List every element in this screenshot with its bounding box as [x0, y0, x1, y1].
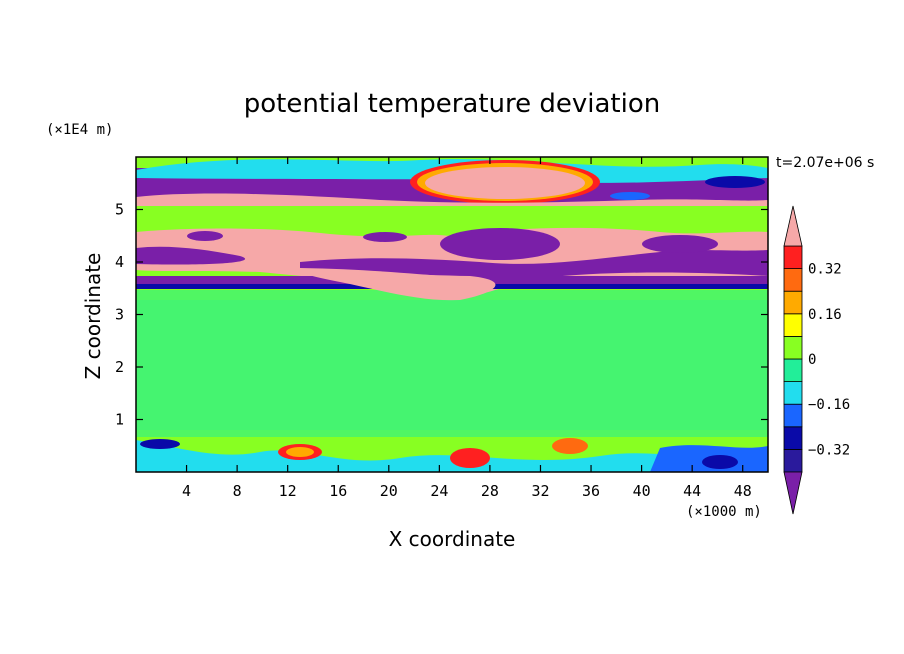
field-upper-purple1	[136, 246, 246, 265]
y-tick-label: 3	[115, 306, 124, 324]
colorbar-tick-label: 0.32	[808, 262, 842, 278]
colorbar-swatch	[783, 358, 803, 383]
y-axis-ticks: 1 2 3 4 5	[115, 201, 768, 429]
x-tick-label: 32	[531, 482, 549, 500]
y-axis-label: Z coordinate	[81, 253, 105, 380]
field-bottom-navy	[140, 439, 180, 449]
field-bottom-red3	[552, 438, 588, 454]
colorbar-swatch	[783, 335, 803, 360]
x-tick-label: 48	[734, 482, 752, 500]
colorbar-tick-label: −0.16	[808, 397, 850, 413]
x-tick-label: 16	[329, 482, 347, 500]
y-unit-label: (×1E4 m)	[46, 122, 113, 138]
x-tick-label: 40	[633, 482, 651, 500]
field-upper-purple6	[642, 235, 718, 253]
y-tick-label: 4	[115, 253, 124, 271]
field-pink-tongue	[300, 270, 496, 301]
field-speckle	[136, 300, 768, 430]
colorbar-tick-label: −0.32	[808, 442, 850, 458]
colorbar-tick-label: 0.16	[808, 307, 842, 323]
colorbar: 0.32 0.16 0 −0.16 −0.32	[783, 205, 850, 515]
field-band-mid	[136, 290, 768, 438]
field-top-pinkband	[136, 193, 768, 206]
colorbar-swatch	[783, 290, 803, 315]
x-unit-label: (×1000 m)	[686, 504, 762, 520]
y-tick-label: 5	[115, 201, 124, 219]
y-tick-label: 2	[115, 358, 124, 376]
x-tick-label: 28	[481, 482, 499, 500]
colorbar-max-triangle	[783, 205, 803, 247]
colorbar-swatch	[783, 245, 803, 270]
x-tick-label: 36	[582, 482, 600, 500]
field-upper-purple2	[440, 228, 560, 260]
colorbar-tick-label: 0	[808, 352, 816, 368]
field-upper-purple3	[363, 232, 407, 242]
y-tick-label: 1	[115, 411, 124, 429]
x-tick-label: 4	[182, 482, 191, 500]
colorbar-min-triangle	[783, 471, 803, 515]
colorbar-swatch	[783, 268, 803, 292]
x-tick-label: 44	[683, 482, 701, 500]
field-bottom-navy2	[702, 455, 738, 469]
field-top-pink	[425, 167, 585, 199]
x-tick-label: 8	[233, 482, 242, 500]
x-axis-label: X coordinate	[389, 527, 516, 551]
field-bottom-orange1	[286, 447, 314, 457]
x-tick-label: 12	[279, 482, 297, 500]
field-bottom-red2	[450, 448, 490, 468]
time-label: t=2.07e+06 s	[776, 155, 874, 171]
x-tick-label: 20	[380, 482, 398, 500]
field-upper-purple4	[187, 231, 223, 241]
colorbar-swatch	[783, 313, 803, 337]
colorbar-swatch	[783, 448, 803, 473]
field-top-blue2	[705, 176, 765, 188]
x-axis-ticks: 4 8 12 16 20 24 28 32 36 40 44 48	[182, 157, 752, 500]
field-upper-purple5	[300, 250, 768, 280]
x-tick-label: 24	[430, 482, 448, 500]
plot-area	[136, 157, 768, 472]
colorbar-swatch	[783, 381, 803, 405]
colorbar-swatch	[783, 403, 803, 428]
colorbar-swatch	[783, 426, 803, 450]
chart-title: potential temperature deviation	[244, 89, 660, 119]
field-top-blue	[610, 192, 650, 200]
